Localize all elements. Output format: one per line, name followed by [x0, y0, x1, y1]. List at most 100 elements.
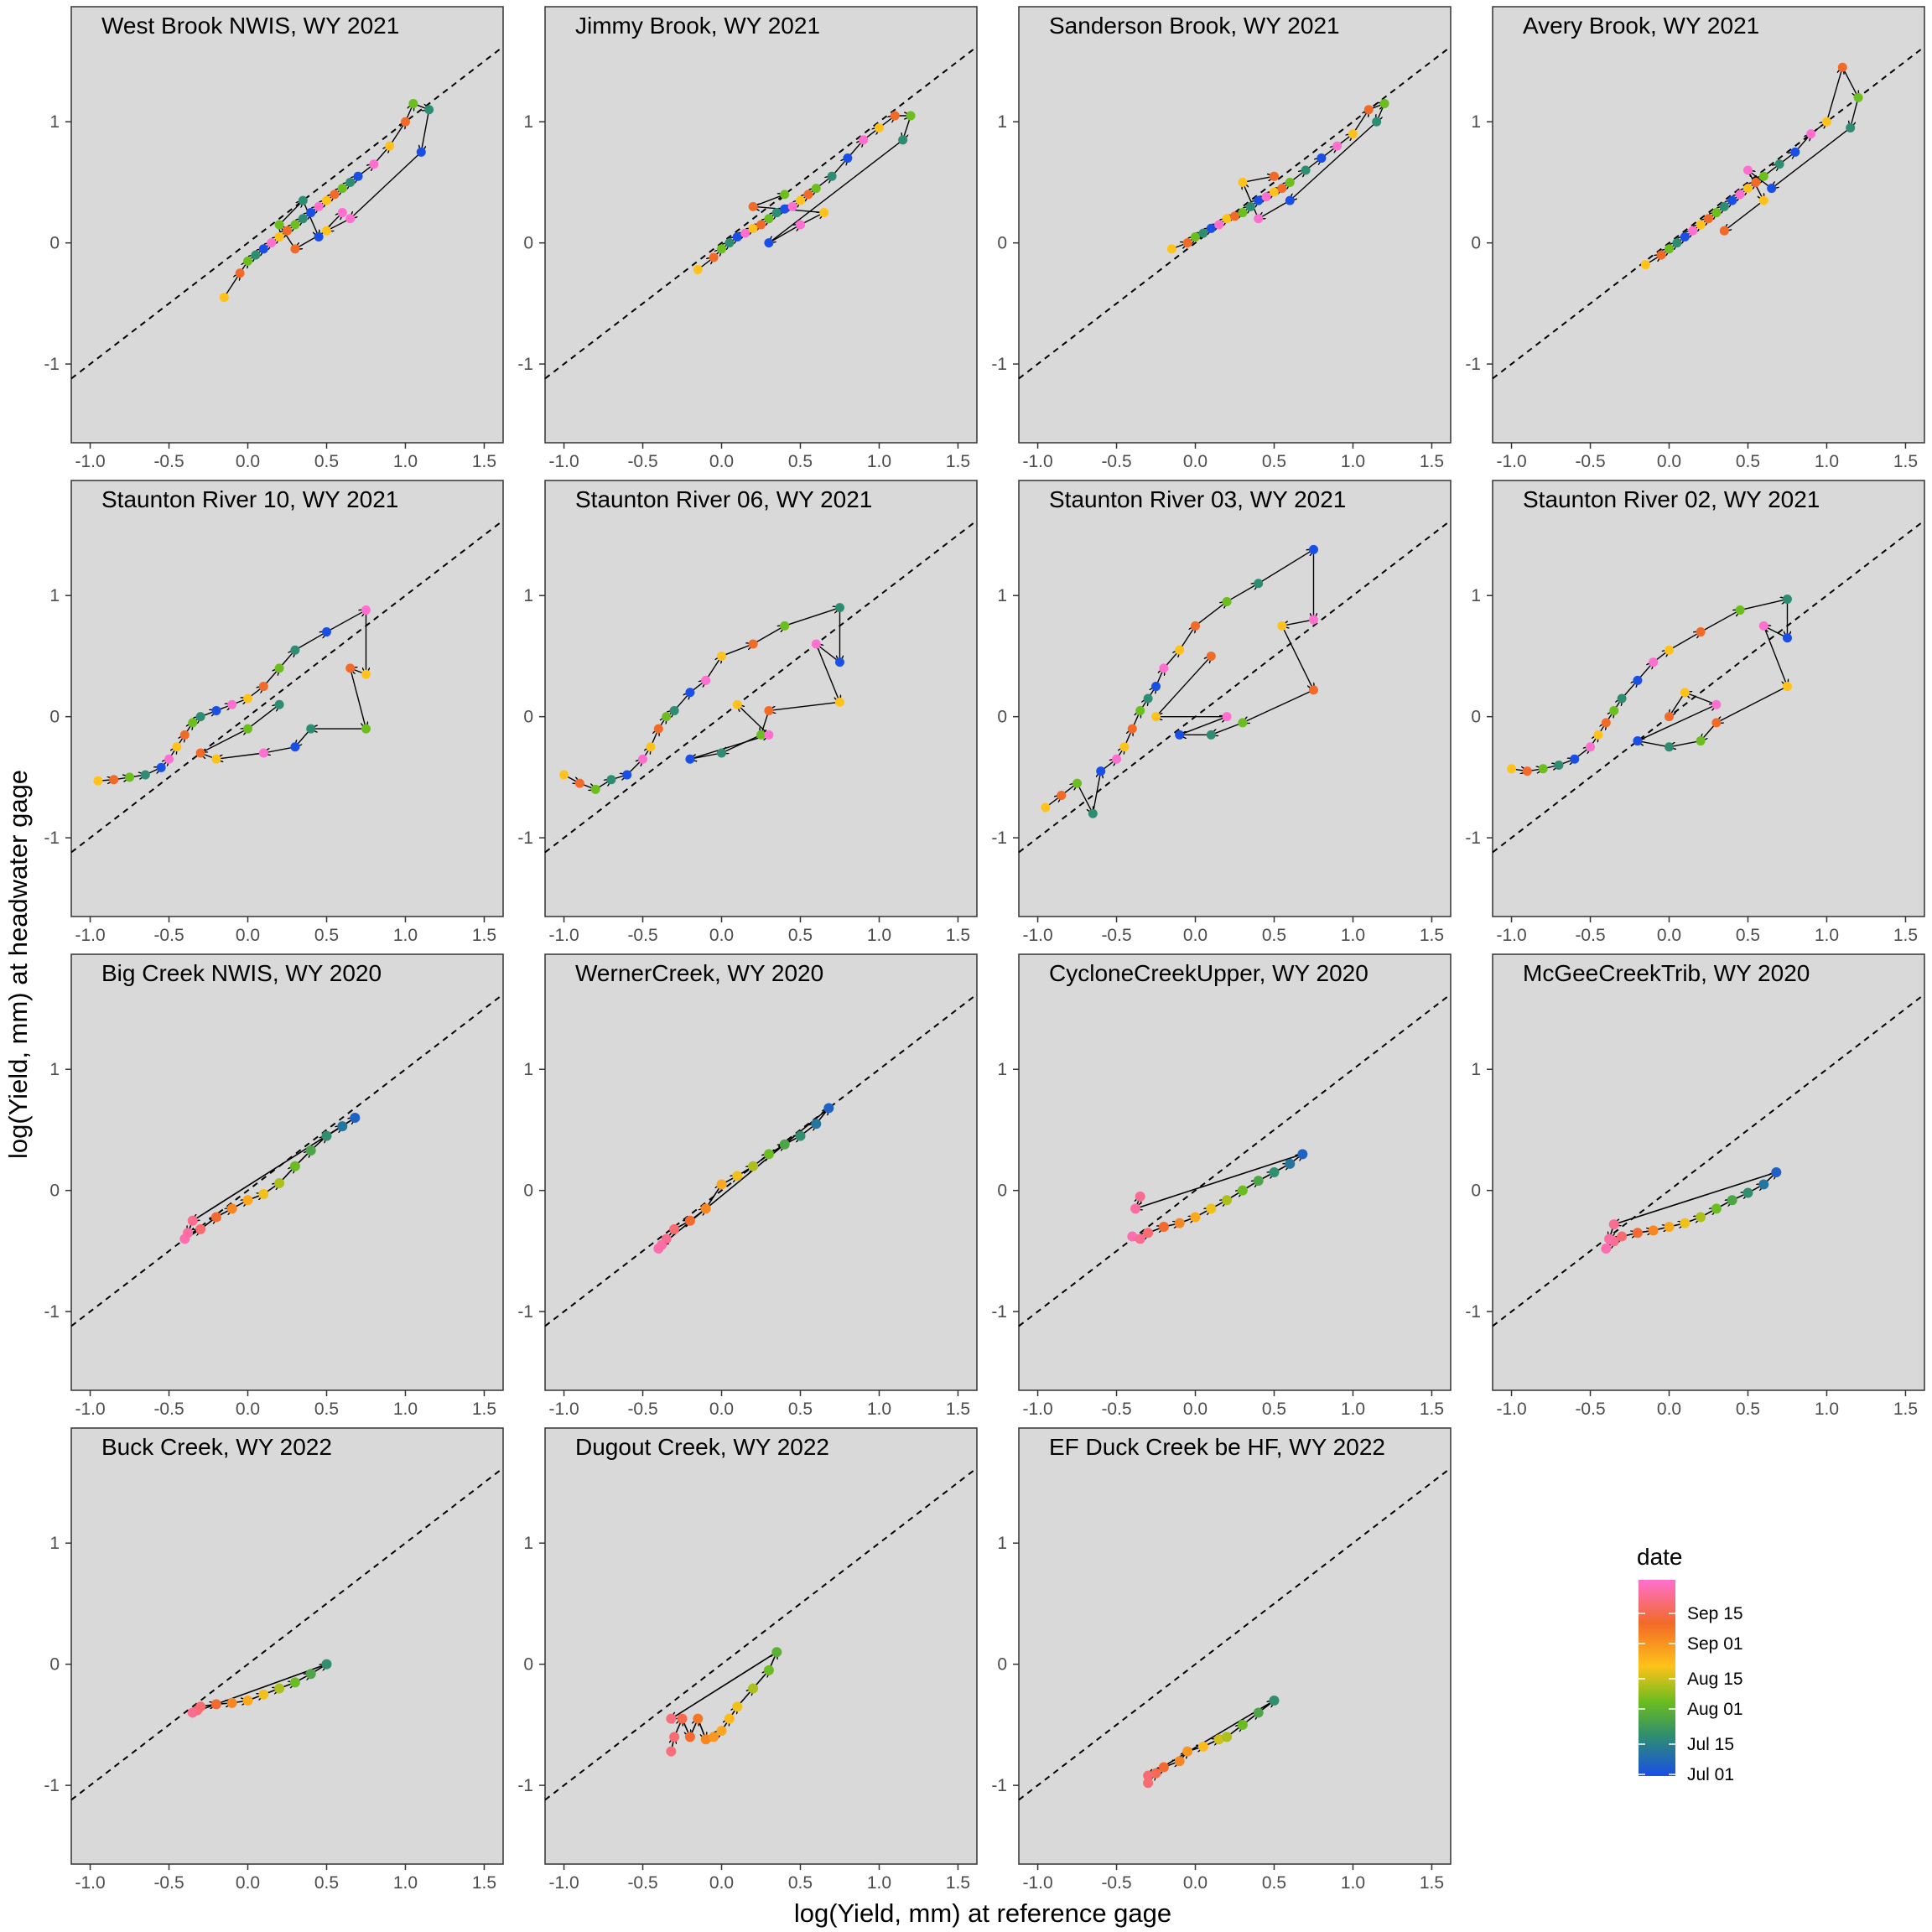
data-point	[1632, 1228, 1643, 1239]
data-point	[1696, 627, 1706, 637]
data-point	[1174, 1218, 1185, 1228]
trajectory-arrow	[216, 752, 264, 759]
data-point	[321, 195, 331, 205]
panel-title: CycloneCreekUpper, WY 2020	[1049, 960, 1368, 986]
data-point	[195, 1223, 206, 1234]
data-point	[1782, 682, 1792, 692]
data-point	[780, 621, 790, 631]
panel-title: Big Creek NWIS, WY 2020	[101, 960, 382, 986]
x-tick-label: 0.0	[236, 452, 260, 471]
y-tick-label: 0	[997, 234, 1007, 253]
data-point	[1821, 117, 1831, 127]
data-point	[1727, 195, 1737, 205]
trajectory-arrow	[1748, 170, 1773, 190]
x-tick-label: 1.5	[1420, 1873, 1444, 1893]
x-tick-label: 0.0	[709, 1873, 734, 1893]
x-tick-label: -1.0	[75, 1400, 105, 1419]
data-point	[1751, 177, 1761, 187]
y-tick-label: 0	[997, 1182, 1007, 1201]
data-point	[1127, 1231, 1138, 1242]
data-point	[740, 228, 750, 238]
trajectory-arrow	[689, 735, 769, 760]
data-point	[1222, 1195, 1233, 1206]
data-point	[350, 1113, 361, 1123]
data-point	[251, 250, 261, 260]
data-point	[274, 663, 284, 673]
panel: -1.0 -0.5 0.0 0.5 1.0 1.5 -1 0 1 Staunton River 0…	[1465, 480, 1925, 945]
trajectory-arrow	[1716, 685, 1788, 723]
data-point	[242, 1195, 253, 1206]
data-point	[369, 159, 379, 169]
data-point	[1237, 1185, 1248, 1196]
data-point	[1696, 1212, 1706, 1223]
reference-line	[1492, 519, 1925, 854]
panel: -1.0 -0.5 0.0 0.5 1.0 1.5 -1 0 1 Staunton River 0…	[517, 480, 978, 945]
y-tick-label: 1	[997, 112, 1007, 132]
data-point	[819, 208, 829, 218]
data-point	[898, 135, 908, 145]
data-point	[1688, 226, 1698, 236]
data-point	[811, 184, 821, 194]
data-point	[684, 1215, 695, 1226]
data-point	[1222, 214, 1232, 224]
data-point	[732, 699, 742, 709]
data-point	[1742, 165, 1753, 175]
data-point	[574, 778, 584, 788]
y-tick-label: 1	[523, 112, 533, 132]
data-point	[290, 742, 300, 752]
trajectory-arrow	[421, 109, 430, 153]
data-point	[1277, 621, 1287, 631]
data-point	[1222, 1732, 1233, 1742]
trajectory-arrow	[671, 1651, 777, 1718]
trajectory-arrow	[1258, 549, 1314, 584]
y-tick-label: -1	[517, 1302, 533, 1322]
trajectory-arrow	[1638, 741, 1670, 748]
data-point	[834, 697, 844, 707]
trajectory-arrow	[1739, 600, 1787, 611]
data-point	[795, 195, 805, 205]
data-point	[763, 1149, 774, 1160]
legend-ticks: Sep 15 Sep 01 Aug 15 Aug 01 Jul 15 Jul 01	[1639, 1604, 1743, 1784]
legend-label: Sep 15	[1687, 1604, 1743, 1623]
panel: -1.0 -0.5 0.0 0.5 1.0 1.5 -1 0 1 Buck Creek, WY 2…	[44, 1427, 504, 1893]
reference-line	[1492, 993, 1925, 1327]
x-tick-label: -0.5	[153, 926, 184, 945]
panel-background	[1018, 6, 1452, 444]
data-point	[1372, 117, 1382, 127]
x-tick-label: -0.5	[1101, 1400, 1131, 1419]
data-point	[646, 742, 656, 752]
x-tick-label: -0.5	[1575, 926, 1605, 945]
data-point	[258, 1189, 269, 1199]
panel-background	[544, 1427, 978, 1865]
x-tick-label: 0.5	[788, 1400, 813, 1419]
data-point	[662, 712, 672, 722]
data-point	[732, 1701, 743, 1712]
data-point	[1379, 99, 1389, 109]
data-point	[290, 220, 300, 230]
data-point	[290, 244, 300, 254]
x-tick-label: 0.5	[1736, 1400, 1760, 1419]
x-tick-label: -1.0	[548, 1400, 579, 1419]
panel-title: WernerCreek, WY 2020	[575, 960, 823, 986]
trajectory-arrow	[1700, 610, 1740, 633]
data-point	[859, 135, 869, 145]
data-point	[700, 1203, 711, 1214]
data-point	[1174, 1756, 1185, 1767]
data-point	[1308, 685, 1318, 695]
x-tick-label: -1.0	[75, 926, 105, 945]
data-point	[321, 627, 331, 637]
trajectory-arrow	[1670, 740, 1701, 747]
data-point	[243, 256, 253, 266]
data-point	[337, 1121, 348, 1132]
data-point	[771, 208, 782, 218]
data-point	[345, 214, 356, 224]
reference-line	[1492, 45, 1925, 380]
panel: -1.0 -0.5 0.0 0.5 1.0 1.5 -1 0 1 Jimmy Brook, WY …	[517, 6, 978, 471]
data-point	[1238, 208, 1248, 218]
data-point	[1245, 201, 1255, 211]
trajectory-arrow	[1763, 626, 1787, 686]
data-point	[242, 1696, 253, 1706]
data-point	[823, 1103, 834, 1114]
legend-label: Jul 15	[1687, 1735, 1734, 1754]
